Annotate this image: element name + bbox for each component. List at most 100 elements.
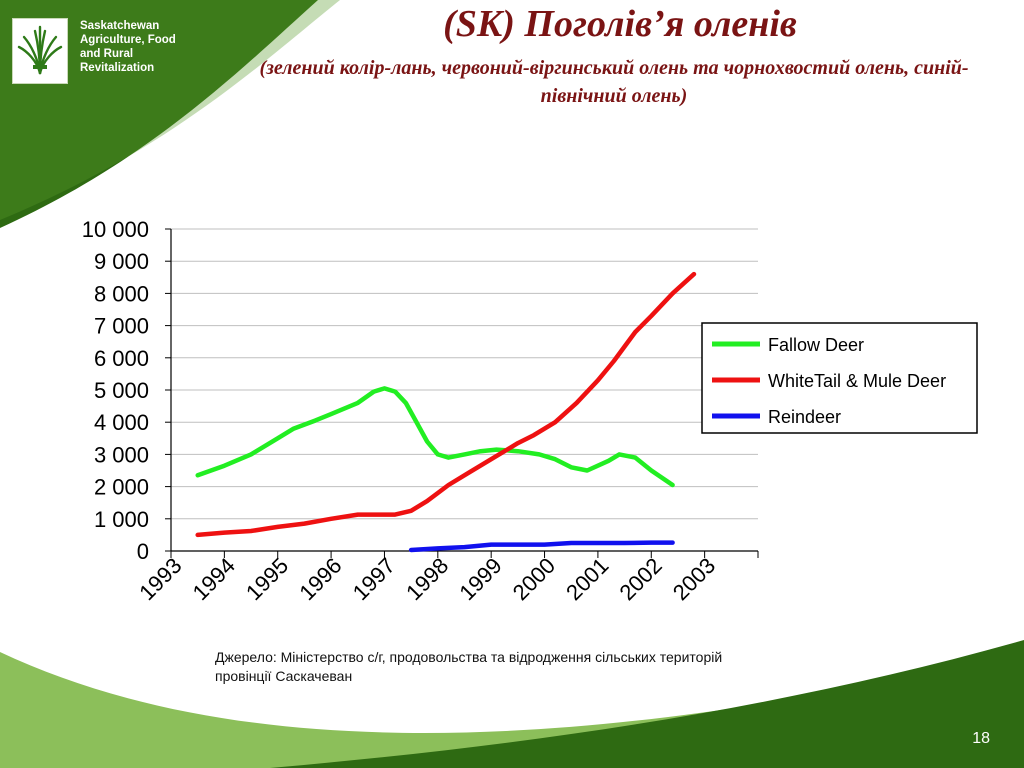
- x-tick-label: 2001: [561, 553, 613, 605]
- data-point: [597, 379, 599, 382]
- source-note: Джерело: Міністерство с/г, продовольства…: [215, 649, 723, 684]
- x-tick-label: 1995: [241, 553, 293, 605]
- axes: 0 1 000 2 000 3 000 4 000 5 000 6 000 7 000 8 00…: [82, 217, 759, 605]
- bottom-dark-green-band: [270, 640, 1024, 768]
- data-point: [357, 402, 359, 404]
- org-line-1: Saskatchewan: [80, 20, 160, 32]
- data-point: [410, 510, 412, 512]
- data-point: [597, 542, 599, 544]
- series-line: [195, 271, 697, 538]
- data-point: [618, 453, 621, 456]
- y-tick-label: 9 000: [94, 249, 149, 274]
- data-point: [671, 541, 674, 544]
- slide-title: (SK) Поголів’я оленів: [443, 3, 797, 45]
- data-point: [276, 526, 279, 528]
- data-point: [570, 466, 572, 469]
- data-point: [223, 464, 226, 467]
- y-tick-label: 5 000: [94, 378, 149, 403]
- data-point: [693, 273, 695, 275]
- data-point: [671, 292, 674, 295]
- x-tick-label: 1998: [401, 553, 453, 605]
- data-point: [517, 442, 519, 444]
- y-tick-label: 6 000: [94, 346, 149, 371]
- data-point: [373, 390, 375, 393]
- data-point: [490, 543, 493, 546]
- data-point: [586, 469, 588, 472]
- data-point: [196, 474, 199, 477]
- data-point: [517, 450, 519, 453]
- org-line-2: Agriculture, Food: [80, 34, 176, 46]
- x-tick-label: 1999: [454, 553, 506, 605]
- data-point: [634, 331, 637, 333]
- x-tick-label: 1997: [348, 553, 400, 605]
- data-point: [490, 458, 493, 461]
- legend-label: Reindeer: [768, 407, 841, 427]
- data-point: [538, 453, 540, 456]
- y-tick-label: 0: [137, 539, 149, 564]
- series-line: [408, 540, 675, 553]
- data-point: [634, 456, 637, 459]
- data-point: [650, 315, 653, 317]
- data-point: [276, 437, 279, 440]
- data-point: [554, 458, 556, 461]
- data-point: [469, 471, 471, 473]
- org-line-4: Revitalization: [80, 62, 155, 74]
- data-point: [250, 453, 252, 456]
- slide-subtitle: (зелений колір-лань, червоний-віргинськи…: [259, 57, 969, 107]
- y-tick-label: 10 000: [82, 217, 149, 242]
- org-line-3: and Rural: [80, 48, 134, 60]
- legend-label: Fallow Deer: [768, 335, 864, 355]
- data-point: [394, 390, 396, 393]
- y-tick-label: 7 000: [94, 314, 149, 339]
- y-tick-label: 2 000: [94, 475, 149, 500]
- x-tick-label: 1996: [294, 553, 346, 605]
- data-point: [463, 453, 466, 456]
- data-point: [196, 534, 199, 536]
- gridlines: [171, 228, 758, 520]
- page-number: 18: [972, 730, 990, 747]
- data-point: [447, 484, 450, 486]
- x-tick-label: 2003: [668, 553, 720, 605]
- data-point: [623, 542, 626, 544]
- data-point: [292, 427, 295, 430]
- data-point: [330, 413, 332, 415]
- data-point: [650, 469, 653, 472]
- data-point: [314, 419, 316, 422]
- series-lines: [195, 271, 697, 553]
- data-point: [607, 460, 610, 462]
- data-point: [330, 518, 332, 520]
- data-point: [613, 360, 615, 362]
- data-point: [357, 513, 359, 516]
- data-point: [570, 542, 572, 544]
- data-point: [394, 513, 396, 516]
- top-left-green-accent: [0, 0, 340, 220]
- data-point: [543, 543, 546, 546]
- series-line: [195, 386, 675, 488]
- data-point: [495, 448, 498, 451]
- data-point: [223, 531, 226, 534]
- legend-label: WhiteTail & Mule Deer: [768, 371, 946, 391]
- data-point: [426, 500, 428, 502]
- data-point: [383, 513, 386, 516]
- x-tick-label: 2000: [508, 553, 560, 605]
- data-point: [405, 402, 407, 404]
- data-point: [383, 387, 386, 390]
- data-point: [415, 421, 418, 424]
- data-point: [437, 453, 439, 456]
- y-tick-label: 4 000: [94, 410, 149, 435]
- data-point: [426, 440, 428, 443]
- data-point: [554, 421, 556, 424]
- data-point: [437, 547, 439, 550]
- data-point: [650, 541, 653, 544]
- y-tick-label: 3 000: [94, 442, 149, 467]
- data-point: [575, 402, 578, 404]
- x-tick-label: 2002: [615, 553, 667, 605]
- data-point: [463, 546, 466, 548]
- logo: [12, 18, 68, 84]
- y-tick-label: 8 000: [94, 281, 149, 306]
- y-tick-label: 1 000: [94, 507, 149, 532]
- data-point: [533, 434, 535, 436]
- top-left-green-swoosh: [0, 0, 318, 228]
